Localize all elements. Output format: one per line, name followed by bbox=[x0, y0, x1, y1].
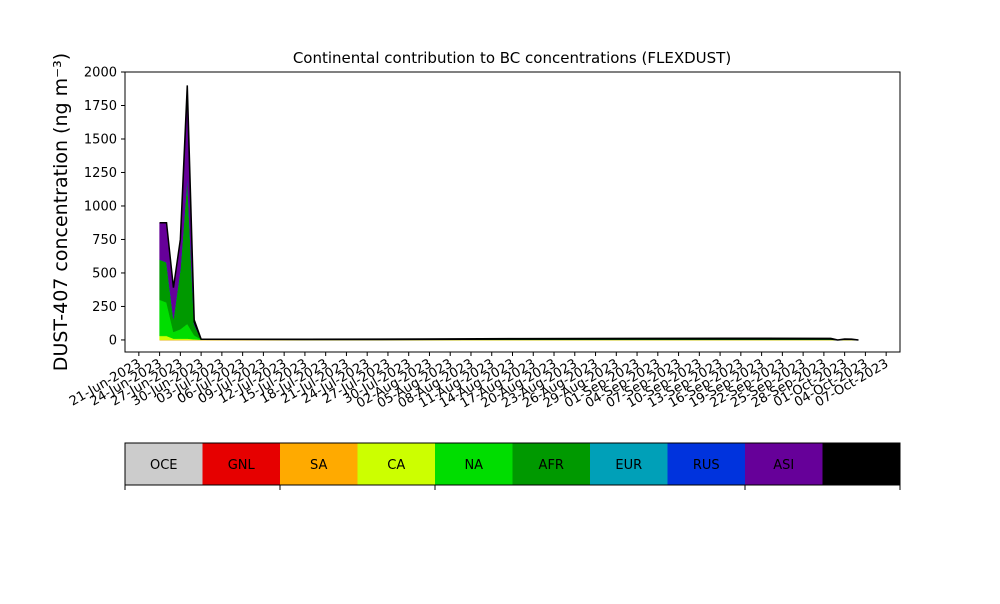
y-tick-label: 1500 bbox=[84, 132, 117, 147]
legend-label: GNL bbox=[228, 458, 256, 473]
y-tick-label: 0 bbox=[109, 333, 117, 348]
legend-swatch bbox=[822, 443, 900, 485]
y-tick-label: 1750 bbox=[84, 99, 117, 114]
axes-frame bbox=[124, 71, 901, 353]
colorbar-ticks bbox=[124, 485, 901, 490]
y-tick-label: 1250 bbox=[84, 166, 117, 181]
legend-swatch bbox=[280, 443, 358, 485]
y-tick-label: 2000 bbox=[84, 66, 117, 81]
y-tick-label: 250 bbox=[92, 300, 117, 315]
legend-frame bbox=[124, 442, 901, 486]
legend-swatch bbox=[357, 443, 435, 485]
legend-swatch bbox=[512, 443, 590, 485]
chart-title: Continental contribution to BC concentra… bbox=[293, 49, 731, 67]
area bbox=[159, 299, 859, 341]
legend-label: RUS bbox=[693, 458, 720, 473]
legend-swatch bbox=[202, 443, 280, 485]
y-tick-label: 750 bbox=[92, 233, 117, 248]
legend-label: EUR bbox=[615, 458, 642, 473]
legend-swatch bbox=[125, 443, 203, 485]
area bbox=[159, 176, 859, 341]
area bbox=[159, 176, 859, 341]
legend-label: OCE bbox=[150, 458, 178, 473]
legend-swatch bbox=[435, 443, 513, 485]
y-tick-label: 500 bbox=[92, 266, 117, 281]
legend-label: CA bbox=[387, 458, 405, 473]
legend-colorbar: OCE GNL SA CA NA AFR EUR RUS ASI AUS bbox=[124, 442, 901, 486]
y-axis-label: DUST-407 concentration (ng m⁻³) bbox=[50, 53, 72, 371]
legend-label: SA bbox=[310, 458, 327, 473]
area bbox=[159, 176, 859, 341]
legend-swatch bbox=[667, 443, 745, 485]
legend-label: ASI bbox=[773, 458, 794, 473]
legend-label: NA bbox=[464, 458, 483, 473]
legend-swatch bbox=[745, 443, 823, 485]
area bbox=[159, 89, 859, 341]
legend-label: AFR bbox=[539, 458, 564, 473]
area bbox=[159, 85, 859, 341]
legend-label: AUS bbox=[848, 458, 875, 473]
plot-area bbox=[159, 85, 859, 341]
legend-swatch bbox=[590, 443, 668, 485]
y-tick-label: 1000 bbox=[84, 199, 117, 214]
